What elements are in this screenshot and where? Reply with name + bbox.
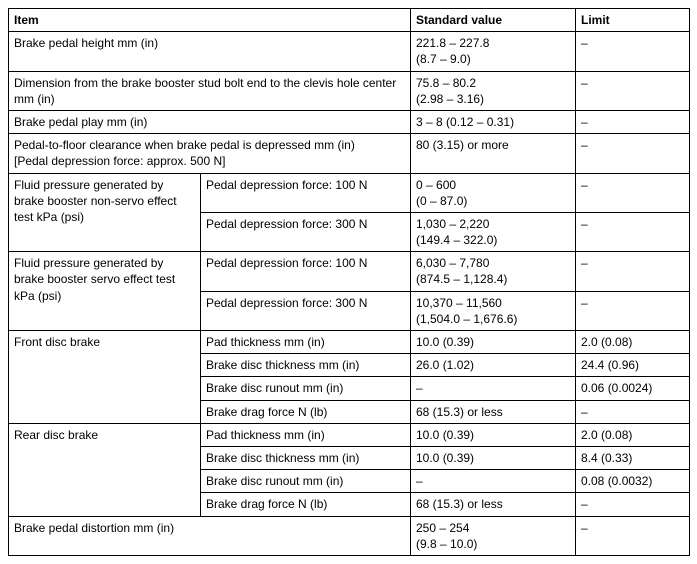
cell-sub: Brake drag force N (lb): [201, 400, 411, 423]
table-row: Pedal-to-floor clearance when brake peda…: [9, 134, 690, 173]
cell-limit: 0.08 (0.0032): [576, 470, 690, 493]
cell-limit: –: [576, 291, 690, 330]
cell-std: –: [411, 470, 576, 493]
cell-limit: 24.4 (0.96): [576, 354, 690, 377]
cell-item: Brake pedal distortion mm (in): [9, 516, 411, 555]
cell-limit: –: [576, 493, 690, 516]
cell-limit: 8.4 (0.33): [576, 446, 690, 469]
table-row: Brake pedal height mm (in) 221.8 – 227.8…: [9, 32, 690, 71]
cell-limit: 0.06 (0.0024): [576, 377, 690, 400]
table-row: Fluid pressure generated by brake booste…: [9, 252, 690, 291]
table-row: Fluid pressure generated by brake booste…: [9, 173, 690, 212]
cell-item: Rear disc brake: [9, 423, 201, 516]
cell-sub: Brake disc thickness mm (in): [201, 354, 411, 377]
cell-sub: Pedal depression force: 300 N: [201, 212, 411, 251]
cell-sub: Pad thickness mm (in): [201, 331, 411, 354]
cell-std: 6,030 – 7,780 (874.5 – 1,128.4): [411, 252, 576, 291]
cell-limit: –: [576, 134, 690, 173]
cell-item: Fluid pressure generated by brake booste…: [9, 173, 201, 252]
cell-limit: –: [576, 400, 690, 423]
cell-std: –: [411, 377, 576, 400]
cell-std: 10.0 (0.39): [411, 331, 576, 354]
cell-std: 75.8 – 80.2 (2.98 – 3.16): [411, 71, 576, 110]
cell-std: 3 – 8 (0.12 – 0.31): [411, 110, 576, 133]
cell-item: Front disc brake: [9, 331, 201, 424]
table-row: Front disc brake Pad thickness mm (in) 1…: [9, 331, 690, 354]
cell-sub: Pedal depression force: 100 N: [201, 173, 411, 212]
table-row: Brake pedal distortion mm (in) 250 – 254…: [9, 516, 690, 555]
cell-std: 68 (15.3) or less: [411, 493, 576, 516]
cell-sub: Brake disc thickness mm (in): [201, 446, 411, 469]
cell-sub: Pedal depression force: 300 N: [201, 291, 411, 330]
cell-limit: 2.0 (0.08): [576, 331, 690, 354]
cell-std: 10.0 (0.39): [411, 446, 576, 469]
header-row: Item Standard value Limit: [9, 9, 690, 32]
spec-table: Item Standard value Limit Brake pedal he…: [8, 8, 690, 556]
cell-sub: Pad thickness mm (in): [201, 423, 411, 446]
cell-std: 80 (3.15) or more: [411, 134, 576, 173]
cell-limit: –: [576, 32, 690, 71]
cell-std: 250 – 254 (9.8 – 10.0): [411, 516, 576, 555]
cell-item: Dimension from the brake booster stud bo…: [9, 71, 411, 110]
cell-sub: Brake disc runout mm (in): [201, 377, 411, 400]
cell-item: Brake pedal height mm (in): [9, 32, 411, 71]
cell-item: Pedal-to-floor clearance when brake peda…: [9, 134, 411, 173]
header-item: Item: [9, 9, 411, 32]
header-standard: Standard value: [411, 9, 576, 32]
cell-sub: Pedal depression force: 100 N: [201, 252, 411, 291]
cell-std: 1,030 – 2,220 (149.4 – 322.0): [411, 212, 576, 251]
header-limit: Limit: [576, 9, 690, 32]
cell-std: 10.0 (0.39): [411, 423, 576, 446]
table-row: Brake pedal play mm (in) 3 – 8 (0.12 – 0…: [9, 110, 690, 133]
cell-sub: Brake disc runout mm (in): [201, 470, 411, 493]
cell-limit: –: [576, 71, 690, 110]
cell-limit: –: [576, 173, 690, 212]
cell-std: 68 (15.3) or less: [411, 400, 576, 423]
cell-item: Fluid pressure generated by brake booste…: [9, 252, 201, 331]
table-row: Dimension from the brake booster stud bo…: [9, 71, 690, 110]
cell-std: 0 – 600 (0 – 87.0): [411, 173, 576, 212]
cell-limit: –: [576, 212, 690, 251]
cell-limit: –: [576, 516, 690, 555]
cell-limit: –: [576, 110, 690, 133]
cell-limit: –: [576, 252, 690, 291]
cell-limit: 2.0 (0.08): [576, 423, 690, 446]
cell-sub: Brake drag force N (lb): [201, 493, 411, 516]
table-row: Rear disc brake Pad thickness mm (in) 10…: [9, 423, 690, 446]
cell-std: 10,370 – 11,560 (1,504.0 – 1,676.6): [411, 291, 576, 330]
cell-std: 26.0 (1.02): [411, 354, 576, 377]
cell-std: 221.8 – 227.8 (8.7 – 9.0): [411, 32, 576, 71]
cell-item: Brake pedal play mm (in): [9, 110, 411, 133]
